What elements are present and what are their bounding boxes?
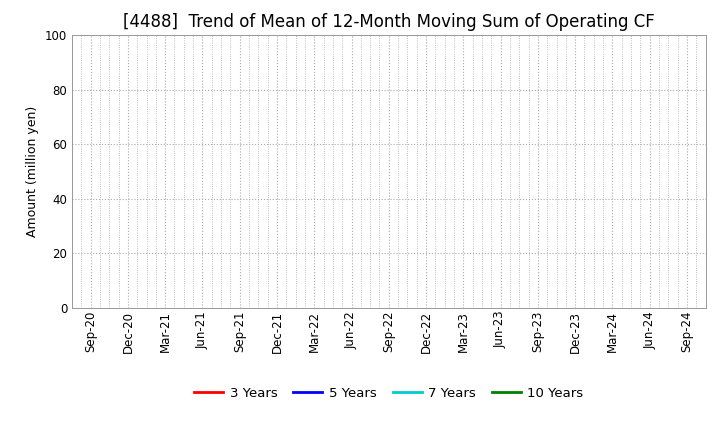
Y-axis label: Amount (million yen): Amount (million yen) [27,106,40,237]
Legend: 3 Years, 5 Years, 7 Years, 10 Years: 3 Years, 5 Years, 7 Years, 10 Years [189,381,589,405]
Title: [4488]  Trend of Mean of 12-Month Moving Sum of Operating CF: [4488] Trend of Mean of 12-Month Moving … [123,13,654,31]
